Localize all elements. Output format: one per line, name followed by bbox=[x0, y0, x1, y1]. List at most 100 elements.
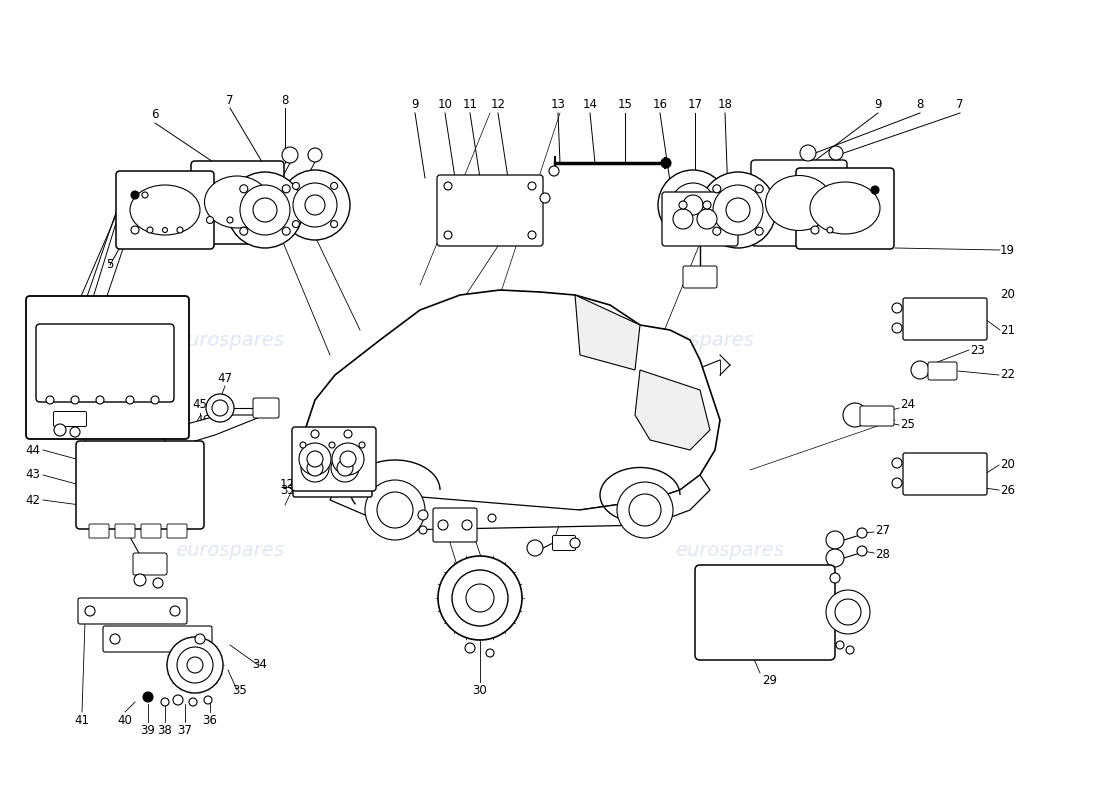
FancyBboxPatch shape bbox=[903, 298, 987, 340]
Text: 27: 27 bbox=[874, 523, 890, 537]
Text: eurospares: eurospares bbox=[675, 541, 784, 559]
Circle shape bbox=[713, 185, 763, 235]
Circle shape bbox=[826, 531, 844, 549]
Text: 17: 17 bbox=[688, 98, 703, 111]
Text: 11: 11 bbox=[462, 98, 477, 111]
Circle shape bbox=[846, 646, 854, 654]
Text: 28: 28 bbox=[874, 549, 890, 562]
Text: 47: 47 bbox=[218, 371, 232, 385]
FancyBboxPatch shape bbox=[78, 598, 187, 624]
Circle shape bbox=[54, 424, 66, 436]
Text: 38: 38 bbox=[157, 723, 173, 737]
Text: 26: 26 bbox=[1000, 483, 1015, 497]
FancyBboxPatch shape bbox=[292, 427, 376, 491]
FancyBboxPatch shape bbox=[293, 438, 372, 497]
FancyBboxPatch shape bbox=[167, 524, 187, 538]
Circle shape bbox=[703, 201, 711, 209]
Circle shape bbox=[293, 183, 337, 227]
Circle shape bbox=[756, 185, 763, 193]
Text: 42: 42 bbox=[77, 441, 92, 454]
Text: 34: 34 bbox=[253, 658, 267, 671]
Circle shape bbox=[419, 526, 427, 534]
Circle shape bbox=[240, 227, 248, 235]
Polygon shape bbox=[305, 290, 720, 512]
Text: 5: 5 bbox=[107, 258, 113, 271]
Circle shape bbox=[629, 494, 661, 526]
Circle shape bbox=[488, 514, 496, 522]
Circle shape bbox=[843, 403, 867, 427]
FancyBboxPatch shape bbox=[116, 171, 214, 249]
Polygon shape bbox=[635, 370, 710, 450]
Circle shape bbox=[800, 145, 816, 161]
Circle shape bbox=[293, 221, 299, 227]
Circle shape bbox=[227, 217, 233, 223]
Text: 15: 15 bbox=[617, 98, 632, 111]
FancyBboxPatch shape bbox=[36, 324, 174, 402]
Circle shape bbox=[827, 227, 833, 233]
Text: 7: 7 bbox=[956, 98, 964, 111]
Circle shape bbox=[444, 182, 452, 190]
Text: 40: 40 bbox=[118, 714, 132, 726]
Circle shape bbox=[438, 520, 448, 530]
Polygon shape bbox=[330, 475, 710, 530]
Text: 16: 16 bbox=[652, 98, 668, 111]
FancyBboxPatch shape bbox=[796, 168, 894, 249]
Circle shape bbox=[134, 574, 146, 586]
Text: 2: 2 bbox=[47, 398, 55, 411]
Circle shape bbox=[207, 217, 213, 223]
FancyBboxPatch shape bbox=[433, 508, 477, 542]
Circle shape bbox=[337, 460, 353, 476]
Circle shape bbox=[331, 221, 338, 227]
Circle shape bbox=[359, 442, 365, 448]
Circle shape bbox=[658, 170, 728, 240]
Text: 36: 36 bbox=[202, 714, 218, 726]
Circle shape bbox=[540, 193, 550, 203]
Text: Ver. 71-96: Ver. 71-96 bbox=[45, 310, 109, 320]
Text: 32: 32 bbox=[448, 483, 462, 497]
Circle shape bbox=[308, 148, 322, 162]
Circle shape bbox=[661, 158, 671, 168]
Text: 46: 46 bbox=[195, 414, 210, 426]
Circle shape bbox=[726, 198, 750, 222]
Text: eurospares: eurospares bbox=[646, 330, 755, 350]
Circle shape bbox=[826, 549, 844, 567]
Circle shape bbox=[204, 696, 212, 704]
Circle shape bbox=[293, 182, 299, 190]
Circle shape bbox=[151, 396, 160, 404]
FancyBboxPatch shape bbox=[928, 362, 957, 380]
Text: 4: 4 bbox=[47, 338, 55, 351]
Circle shape bbox=[679, 201, 688, 209]
Circle shape bbox=[167, 637, 223, 693]
FancyBboxPatch shape bbox=[662, 192, 738, 246]
Text: 23: 23 bbox=[970, 343, 985, 357]
Text: 39: 39 bbox=[141, 723, 155, 737]
Circle shape bbox=[311, 430, 319, 438]
Ellipse shape bbox=[810, 182, 880, 234]
Text: 30: 30 bbox=[473, 683, 487, 697]
Circle shape bbox=[280, 170, 350, 240]
Text: 1: 1 bbox=[47, 429, 55, 442]
Circle shape bbox=[143, 692, 153, 702]
Text: 13: 13 bbox=[551, 98, 565, 111]
Text: 37: 37 bbox=[177, 723, 192, 737]
Text: 31: 31 bbox=[552, 509, 568, 522]
Circle shape bbox=[206, 394, 234, 422]
Circle shape bbox=[911, 361, 930, 379]
Circle shape bbox=[301, 454, 329, 482]
Circle shape bbox=[735, 205, 745, 215]
FancyBboxPatch shape bbox=[133, 553, 167, 575]
Circle shape bbox=[671, 183, 715, 227]
Circle shape bbox=[826, 590, 870, 634]
Text: 6: 6 bbox=[152, 109, 158, 122]
Circle shape bbox=[377, 492, 412, 528]
FancyBboxPatch shape bbox=[103, 626, 212, 652]
Text: 10: 10 bbox=[438, 98, 452, 111]
Circle shape bbox=[170, 606, 180, 616]
Circle shape bbox=[465, 643, 475, 653]
Circle shape bbox=[131, 191, 139, 199]
Circle shape bbox=[365, 480, 425, 540]
Circle shape bbox=[438, 556, 522, 640]
Circle shape bbox=[147, 227, 153, 233]
Circle shape bbox=[305, 195, 324, 215]
Circle shape bbox=[300, 442, 306, 448]
